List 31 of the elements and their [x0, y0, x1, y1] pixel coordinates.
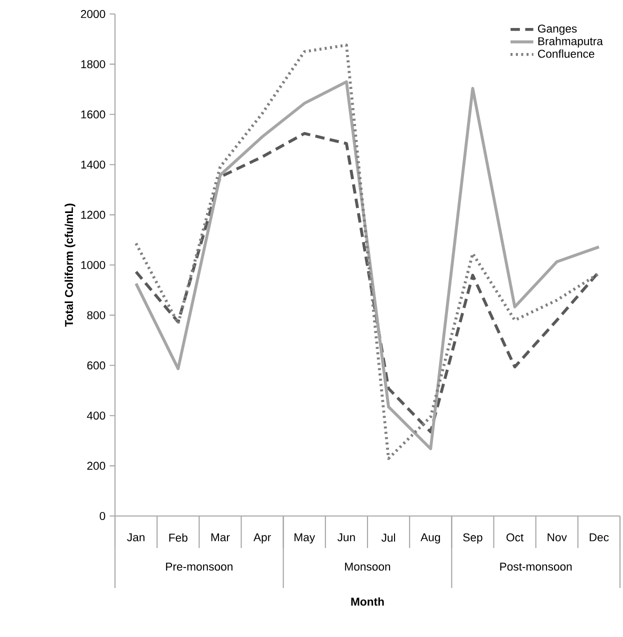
x-tick-label: Aug: [420, 533, 440, 544]
x-tick-label: Dec: [590, 533, 609, 542]
x-tick-label: Mar: [211, 533, 230, 542]
x-tick-label: Apr: [253, 533, 271, 544]
y-tick-label: 2000: [80, 10, 106, 18]
y-tick-label: 1600: [81, 110, 106, 118]
y-tick-label: 200: [87, 462, 106, 470]
x-tick-label: Feb: [169, 533, 188, 542]
x-axis-title: Month: [351, 597, 384, 606]
legend-label: Brahmaputra: [538, 36, 603, 48]
legend-label: Ganges: [538, 24, 577, 35]
x-tick-label: Jun: [337, 533, 355, 542]
y-tick-label: 0: [100, 512, 106, 520]
x-tick-label: May: [294, 533, 316, 544]
y-tick-label: 400: [86, 412, 106, 420]
text: Pre-monsoon: [166, 562, 232, 571]
x-tick-label: Nov: [548, 533, 567, 542]
x-tick-label: Jul: [381, 533, 396, 542]
y-tick-label: 1200: [81, 210, 106, 219]
y-axis-title: Total Coliform (cfu/mL): [64, 204, 76, 327]
y-tick-label: 1400: [81, 160, 106, 169]
x-tick-label: Sep: [463, 533, 482, 544]
y-tick-label: 600: [87, 361, 106, 370]
y-tick-label: 800: [87, 311, 106, 320]
text: Monsoon: [345, 562, 390, 571]
text: Post-monsoon: [500, 562, 572, 571]
y-tick-label: 1800: [81, 60, 106, 68]
x-tick-label: Jan: [127, 533, 144, 542]
y-tick-label: 1000: [81, 261, 106, 270]
x-tick-label: Oct: [506, 533, 524, 542]
legend-label: Confluence: [538, 49, 594, 58]
